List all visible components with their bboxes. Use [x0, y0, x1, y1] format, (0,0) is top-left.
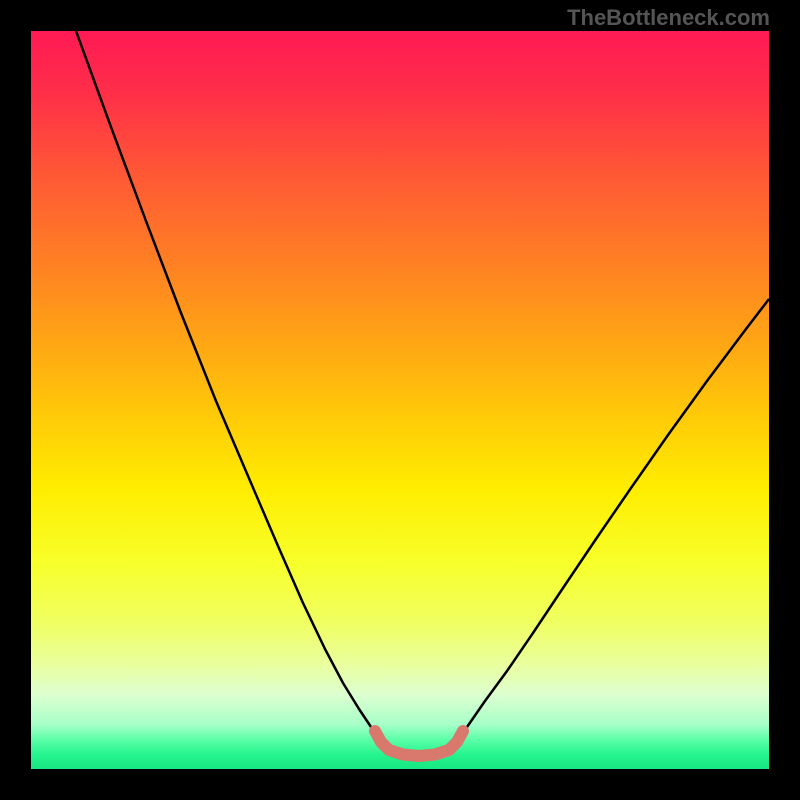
chart-frame: TheBottleneck.com [0, 0, 800, 800]
chart-svg [0, 0, 800, 800]
watermark-text: TheBottleneck.com [567, 5, 770, 31]
plot-gradient-area [31, 31, 769, 769]
